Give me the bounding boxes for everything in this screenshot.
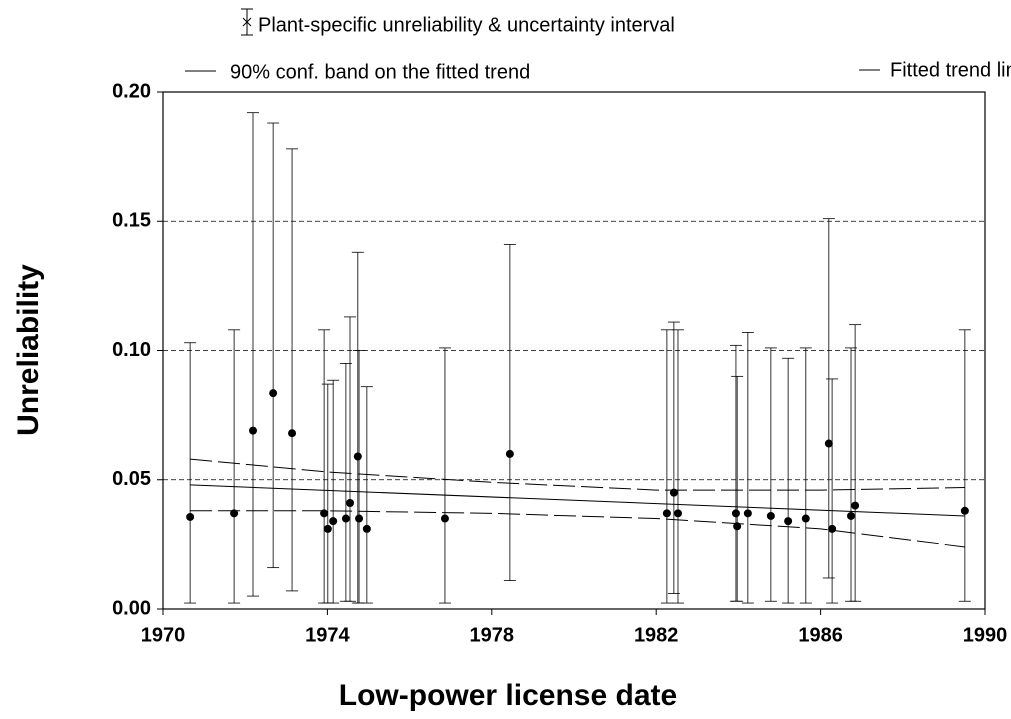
point xyxy=(186,512,195,521)
legend-label: Fitted trend line xyxy=(890,59,1011,81)
point xyxy=(673,509,682,518)
legend-label: 90% conf. band on the fitted trend xyxy=(230,61,530,83)
conf-band-lower xyxy=(190,510,965,548)
point xyxy=(824,439,833,448)
legend-label: Plant-specific unreliability & uncertain… xyxy=(258,14,675,36)
point xyxy=(851,501,860,510)
point xyxy=(249,426,258,435)
x-tick-label: 1990 xyxy=(963,624,1008,646)
point xyxy=(320,509,329,518)
x-tick-label: 1978 xyxy=(470,624,515,646)
point xyxy=(346,499,355,508)
point xyxy=(847,511,856,520)
y-tick-label: 0.20 xyxy=(112,80,151,102)
legend: Plant-specific unreliability & uncertain… xyxy=(185,8,1011,83)
point xyxy=(269,389,278,398)
x-tick-label: 1974 xyxy=(305,624,350,646)
point xyxy=(353,452,362,461)
x-tick-label: 1986 xyxy=(798,624,843,646)
y-tick-label: 0.10 xyxy=(112,339,151,361)
point xyxy=(355,514,364,523)
y-axis-label: Unreliability xyxy=(12,264,45,436)
point xyxy=(362,524,371,533)
y-tick-label: 0.05 xyxy=(112,468,151,490)
y-tick-label: 0.00 xyxy=(112,597,151,619)
point xyxy=(329,517,338,526)
point xyxy=(733,522,742,531)
legend-errorbar-symbol xyxy=(241,8,253,36)
point xyxy=(960,506,969,515)
point xyxy=(731,509,740,518)
point xyxy=(288,429,297,438)
trend-line xyxy=(190,484,965,517)
point xyxy=(230,509,239,518)
point xyxy=(323,524,332,533)
point xyxy=(669,488,678,497)
x-axis-label: Low-power license date xyxy=(339,679,677,712)
point xyxy=(801,514,810,523)
x-tick-label: 1970 xyxy=(141,624,186,646)
point xyxy=(341,514,350,523)
plot-frame xyxy=(162,91,986,610)
conf-band-upper xyxy=(190,458,965,491)
point xyxy=(784,517,793,526)
point xyxy=(828,524,837,533)
point xyxy=(662,509,671,518)
point xyxy=(505,449,514,458)
x-tick-label: 1982 xyxy=(634,624,679,646)
point xyxy=(440,514,449,523)
point xyxy=(743,509,752,518)
y-tick-label: 0.15 xyxy=(112,210,151,232)
point xyxy=(766,511,775,520)
